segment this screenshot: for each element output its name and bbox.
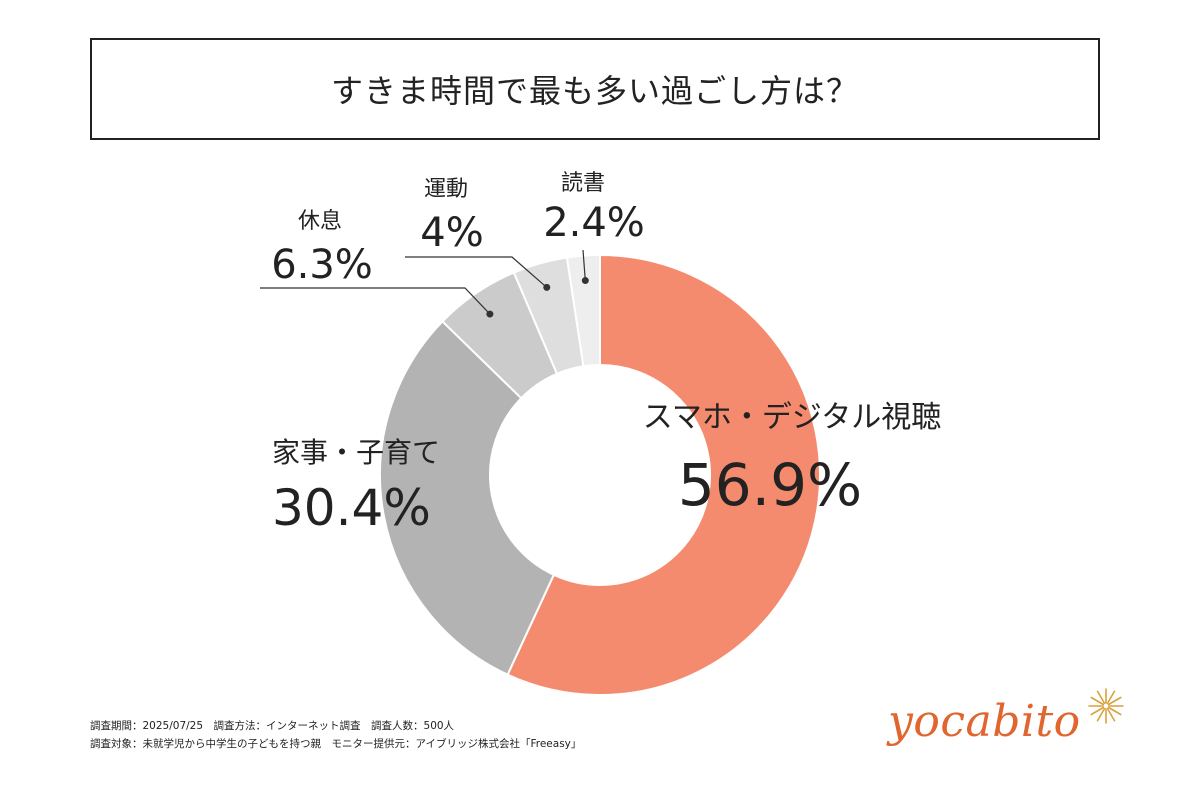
category-label-1: 家事・子育て [272, 436, 440, 469]
survey-note-period: 調査期間：2025/07/25 調査方法：インターネット調査 調査人数：500人 [90, 720, 455, 732]
leader-line-3 [405, 256, 548, 288]
value-label-2: 6.3% [271, 242, 373, 288]
value-label-1: 30.4% [272, 479, 431, 537]
value-label-3: 4% [420, 210, 483, 256]
chart-title: すきま時間で最も多い過ごし方は？ [330, 72, 859, 110]
leader-line-2 [260, 287, 491, 315]
category-label-4: 読書 [561, 171, 605, 196]
value-label-4: 2.4% [543, 200, 645, 246]
category-label-0: スマホ・デジタル視聴 [643, 400, 942, 435]
category-label-3: 運動 [424, 177, 468, 202]
slice-1 [379, 319, 556, 676]
brand-logo: yocabito [888, 688, 1138, 770]
brand-name: yocabito [888, 696, 1081, 747]
chart-title-box: すきま時間で最も多い過ごし方は？ [90, 38, 1100, 140]
sparkle-icon [1088, 688, 1124, 724]
value-label-0: 56.9% [678, 451, 862, 519]
slice-4 [565, 253, 601, 368]
survey-note-target: 調査対象：未就学児から中学生の子どもを持つ親 モニター提供元：アイブリッジ株式会… [90, 738, 582, 750]
leader-line-4 [582, 249, 586, 281]
category-label-2: 休息 [298, 209, 342, 234]
slice-0 [506, 253, 821, 696]
